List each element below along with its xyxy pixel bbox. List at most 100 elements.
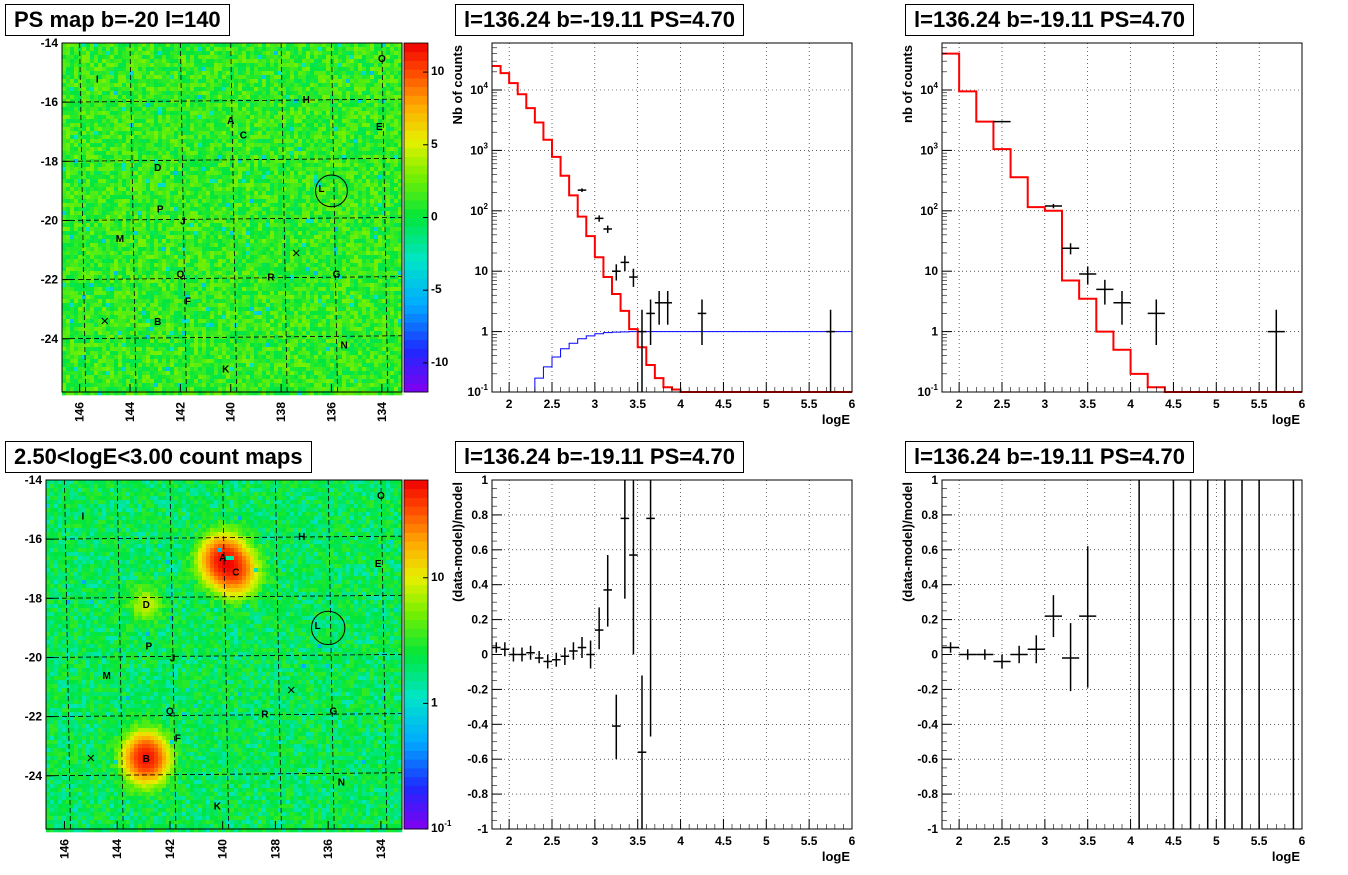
map-pixel (178, 255, 183, 260)
map-pixel (66, 43, 71, 48)
map-pixel (194, 331, 199, 336)
map-pixel (218, 111, 223, 116)
map-pixel (110, 103, 115, 108)
map-pixel (118, 231, 123, 236)
map-pixel (162, 263, 167, 268)
map-pixel (234, 323, 239, 328)
map-pixel (282, 215, 287, 220)
map-pixel (270, 139, 275, 144)
map-pixel (126, 151, 131, 156)
map-pixel (194, 127, 199, 132)
map-pixel (98, 135, 103, 140)
map-pixel (114, 87, 119, 92)
map-pixel (278, 135, 283, 140)
map-pixel (238, 119, 243, 124)
map-pixel (178, 91, 183, 96)
map-pixel (130, 331, 135, 336)
map-pixel (266, 119, 271, 124)
map-pixel (242, 211, 247, 216)
map-pixel (262, 259, 267, 264)
map-pixel (194, 271, 199, 276)
map-pixel (246, 167, 251, 172)
map-pixel (98, 187, 103, 192)
map-pixel (82, 175, 87, 180)
map-pixel (190, 103, 195, 108)
map-pixel (170, 347, 175, 352)
map-pixel (90, 159, 95, 164)
map-pixel (130, 319, 135, 324)
map-pixel (258, 367, 263, 372)
map-pixel (274, 71, 279, 76)
map-pixel (202, 311, 207, 316)
map-pixel (226, 107, 231, 112)
map-pixel (66, 215, 71, 220)
map-pixel (178, 215, 183, 220)
map-pixel (286, 183, 291, 188)
map-pixel (138, 67, 143, 72)
map-pixel (158, 71, 163, 76)
map-pixel (70, 187, 75, 192)
map-pixel (198, 51, 203, 56)
map-pixel (94, 355, 99, 360)
map-pixel (186, 219, 191, 224)
map-pixel (90, 99, 95, 104)
map-pixel (166, 239, 171, 244)
map-pixel (230, 163, 235, 168)
map-pixel (198, 75, 203, 80)
map-pixel (234, 187, 239, 192)
map-pixel (138, 215, 143, 220)
map-pixel (190, 323, 195, 328)
map-pixel (158, 307, 163, 312)
map-pixel (246, 55, 251, 60)
map-pixel (238, 287, 243, 292)
map-pixel (102, 211, 107, 216)
map-pixel (198, 111, 203, 116)
map-pixel (142, 239, 147, 244)
map-pixel (82, 203, 87, 208)
map-pixel (234, 219, 239, 224)
map-pixel (90, 231, 95, 236)
map-pixel (166, 127, 171, 132)
map-pixel (138, 335, 143, 340)
map-pixel (246, 135, 251, 140)
map-pixel (258, 275, 263, 280)
map-pixel (242, 147, 247, 152)
map-pixel (110, 387, 115, 392)
map-pixel (282, 207, 287, 212)
map-pixel (142, 211, 147, 216)
map-pixel (82, 99, 87, 104)
map-pixel (110, 271, 115, 276)
map-pixel (170, 387, 175, 392)
map-pixel (234, 375, 239, 380)
map-pixel (198, 123, 203, 128)
map-pixel (166, 219, 171, 224)
map-pixel (262, 371, 267, 376)
map-pixel (98, 279, 103, 284)
map-pixel (122, 211, 127, 216)
map-pixel (122, 187, 127, 192)
map-pixel (230, 359, 235, 364)
map-pixel (174, 251, 179, 256)
map-pixel (86, 231, 91, 236)
map-pixel (110, 191, 115, 196)
map-pixel (262, 203, 267, 208)
map-pixel (74, 239, 79, 244)
map-pixel (174, 379, 179, 384)
map-pixel (198, 343, 203, 348)
map-pixel (262, 71, 267, 76)
map-pixel (162, 199, 167, 204)
map-pixel (222, 43, 227, 48)
map-pixel (246, 59, 251, 64)
map-pixel (222, 247, 227, 252)
map-pixel (234, 207, 239, 212)
map-pixel (74, 211, 79, 216)
map-pixel (222, 219, 227, 224)
map-pixel (98, 167, 103, 172)
map-pixel (238, 91, 243, 96)
map-pixel (222, 363, 227, 368)
map-pixel (230, 267, 235, 272)
map-pixel (178, 371, 183, 376)
map-pixel (186, 207, 191, 212)
map-pixel (230, 279, 235, 284)
map-pixel (242, 167, 247, 172)
